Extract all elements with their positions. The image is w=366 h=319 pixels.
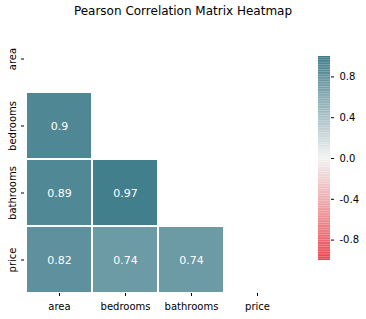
svg-text:area: area <box>48 301 70 312</box>
svg-text:price: price <box>7 248 18 273</box>
svg-text:area: area <box>7 48 18 70</box>
svg-text:0.74: 0.74 <box>113 254 138 267</box>
svg-text:0.82: 0.82 <box>47 254 72 267</box>
html-text:Pearson Correlation Matrix Hea: Pearson Correlation Matrix Heatmap <box>73 4 293 18</box>
svg-text:0.74: 0.74 <box>179 254 204 267</box>
svg-text:bathrooms: bathrooms <box>7 166 18 220</box>
svg-text:0.8: 0.8 <box>340 71 356 82</box>
svg-text:bedrooms: bedrooms <box>7 101 18 151</box>
svg-text:0.4: 0.4 <box>340 112 356 123</box>
svg-text:price: price <box>245 301 270 312</box>
svg-text:-0.4: -0.4 <box>340 194 360 205</box>
svg-text:0.9: 0.9 <box>51 120 69 133</box>
svg-text:0.0: 0.0 <box>340 153 356 164</box>
svg-text:0.89: 0.89 <box>47 187 72 200</box>
svg-text:0.97: 0.97 <box>113 187 138 200</box>
svg-text:-0.8: -0.8 <box>340 234 360 245</box>
svg-text:bedrooms: bedrooms <box>101 301 151 312</box>
svg-text:bathrooms: bathrooms <box>165 301 219 312</box>
